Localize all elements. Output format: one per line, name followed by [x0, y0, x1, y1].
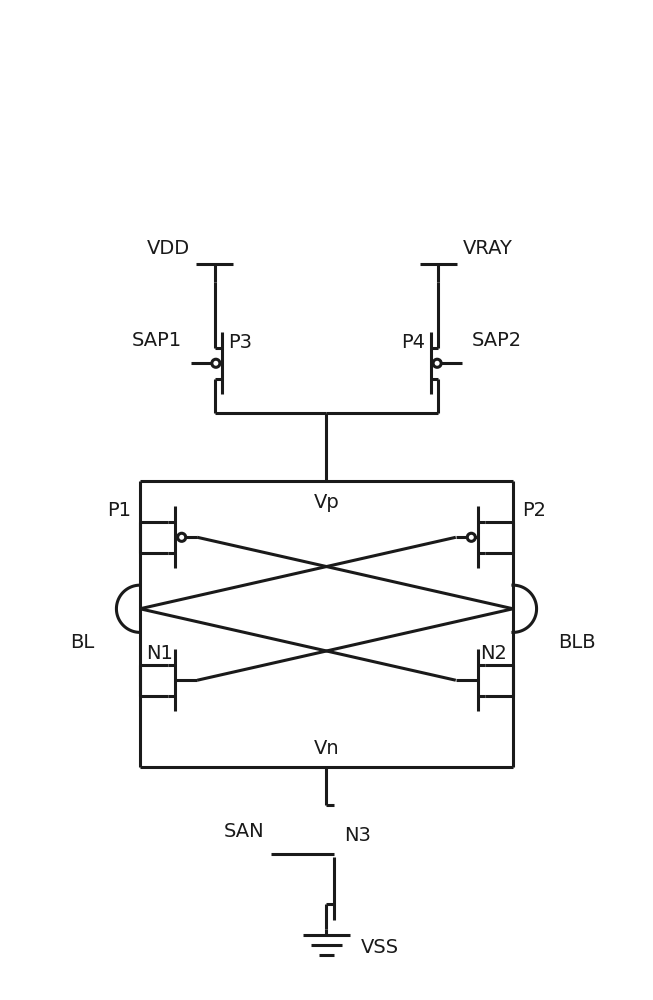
Text: Vn: Vn — [313, 739, 340, 758]
Text: SAP1: SAP1 — [131, 331, 182, 350]
Text: N3: N3 — [344, 826, 371, 845]
Text: BL: BL — [71, 633, 95, 652]
Text: VRAY: VRAY — [463, 239, 513, 258]
Text: P2: P2 — [522, 501, 547, 520]
Text: P3: P3 — [229, 333, 252, 352]
Text: VSS: VSS — [360, 938, 399, 957]
Text: SAN: SAN — [224, 822, 264, 841]
Text: BLB: BLB — [558, 633, 596, 652]
Text: SAP2: SAP2 — [471, 331, 522, 350]
Text: P4: P4 — [401, 333, 424, 352]
Text: Vp: Vp — [313, 493, 340, 512]
Text: N2: N2 — [480, 644, 507, 663]
Text: N1: N1 — [146, 644, 173, 663]
Text: P1: P1 — [106, 501, 131, 520]
Text: VDD: VDD — [147, 239, 190, 258]
